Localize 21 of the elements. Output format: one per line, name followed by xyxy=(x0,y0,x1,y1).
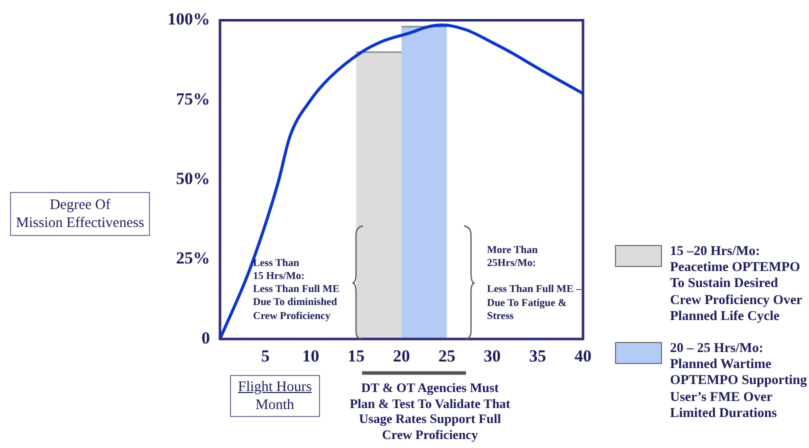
x-tick-label: 40 xyxy=(574,346,592,366)
legend-label: 15 –20 Hrs/Mo: Peacetime OPTEMPO To Sustain Desired Crew Proficiency Over Planned Life Cycle xyxy=(670,243,802,324)
y-axis-title: Degree Of Mission Effectiveness xyxy=(10,192,150,236)
x-tick-label: 25 xyxy=(438,346,456,366)
y-tick-label: 25% xyxy=(176,248,210,268)
line-series xyxy=(220,23,583,339)
x-tick-label: 15 xyxy=(348,346,365,366)
x-tick-label: 35 xyxy=(529,346,546,366)
x-tick-label: 20 xyxy=(393,346,410,366)
y-tick-label: 50% xyxy=(176,168,210,188)
legend-label: 20 – 25 Hrs/Mo: Planned Wartime OPTEMPO Supporting User’s FME Over Limited Durations xyxy=(670,340,807,421)
x-tick-label: 5 xyxy=(261,346,270,366)
x-tick-label: 10 xyxy=(302,346,320,366)
text: DT & OT Agencies Must Plan & Test To Validate That Usage Rates Support Full Crew Proficiency xyxy=(348,380,512,442)
y-tick-label: 0 xyxy=(202,328,210,348)
x-axis-title: Flight Hours Month xyxy=(238,378,312,414)
text: More Than 25Hrs/Mo: Less Than Full ME – Due To Fatigue & Stress xyxy=(487,245,582,322)
y-tick-label: 100% xyxy=(168,10,210,29)
y-tick-label: 75% xyxy=(176,89,210,108)
annotation: Less Than 15 Hrs/Mo: Less Than Full ME Due To diminished Crew Proficiency xyxy=(253,257,340,323)
x-tick-label: 30 xyxy=(484,346,501,366)
